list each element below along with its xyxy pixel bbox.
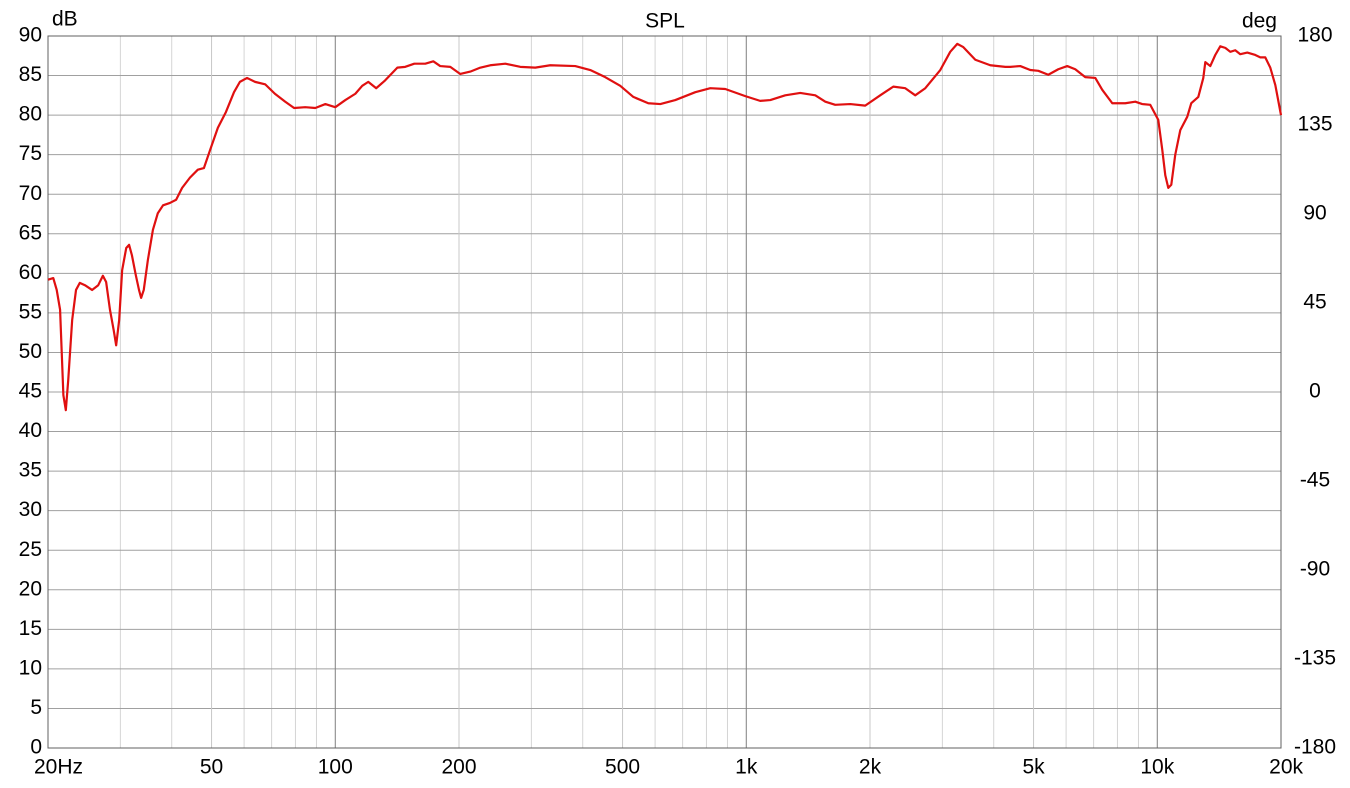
y2-tick-label: -135: [1294, 647, 1336, 670]
x-tick-label: 10k: [1140, 756, 1174, 779]
x-tick-label: 20Hz: [34, 756, 83, 779]
y2-tick-label: -180: [1294, 736, 1336, 759]
x-tick-label: 1k: [735, 756, 758, 779]
y2-tick-label: 180: [1297, 24, 1332, 47]
x-tick-label: 100: [318, 756, 353, 779]
x-tick-label: 2k: [859, 756, 882, 779]
y-tick-label: 70: [19, 182, 42, 205]
x-tick-label: 5k: [1022, 756, 1045, 779]
y2-tick-label: 135: [1297, 113, 1332, 136]
chart-title: SPL: [645, 10, 685, 33]
y-tick-label: 60: [19, 261, 42, 284]
y-tick-label: 10: [19, 656, 42, 679]
y-tick-label: 45: [19, 380, 42, 403]
y-tick-label: 55: [19, 300, 42, 323]
y-tick-label: 20: [19, 577, 42, 600]
y-tick-label: 40: [19, 419, 42, 442]
y2-tick-label: -45: [1300, 469, 1330, 492]
y2-tick-label: 90: [1303, 202, 1326, 225]
y-tick-label: 15: [19, 617, 42, 640]
y2-tick-label: 0: [1309, 380, 1321, 403]
y-tick-label: 80: [19, 103, 42, 126]
x-tick-label: 200: [441, 756, 476, 779]
y2-axis-label: deg: [1242, 10, 1277, 33]
y2-tick-label: -90: [1300, 558, 1330, 581]
plot-frame: [47, 35, 1282, 749]
y-tick-label: 5: [30, 696, 42, 719]
x-tick-label: 500: [605, 756, 640, 779]
y-tick-label: 25: [19, 538, 42, 561]
y-tick-label: 65: [19, 221, 42, 244]
y-tick-label: 0: [30, 736, 42, 759]
x-tick-label: 50: [200, 756, 223, 779]
spl-line: [47, 42, 1283, 412]
y-tick-label: 85: [19, 63, 42, 86]
y-tick-label: 30: [19, 498, 42, 521]
y-axis-label: dB: [52, 8, 78, 31]
y-tick-label: 50: [19, 340, 42, 363]
y-tick-label: 90: [19, 24, 42, 47]
y-tick-label: 75: [19, 142, 42, 165]
x-tick-label: 20k: [1269, 756, 1303, 779]
y-tick-label: 35: [19, 459, 42, 482]
y2-tick-label: 45: [1303, 291, 1326, 314]
